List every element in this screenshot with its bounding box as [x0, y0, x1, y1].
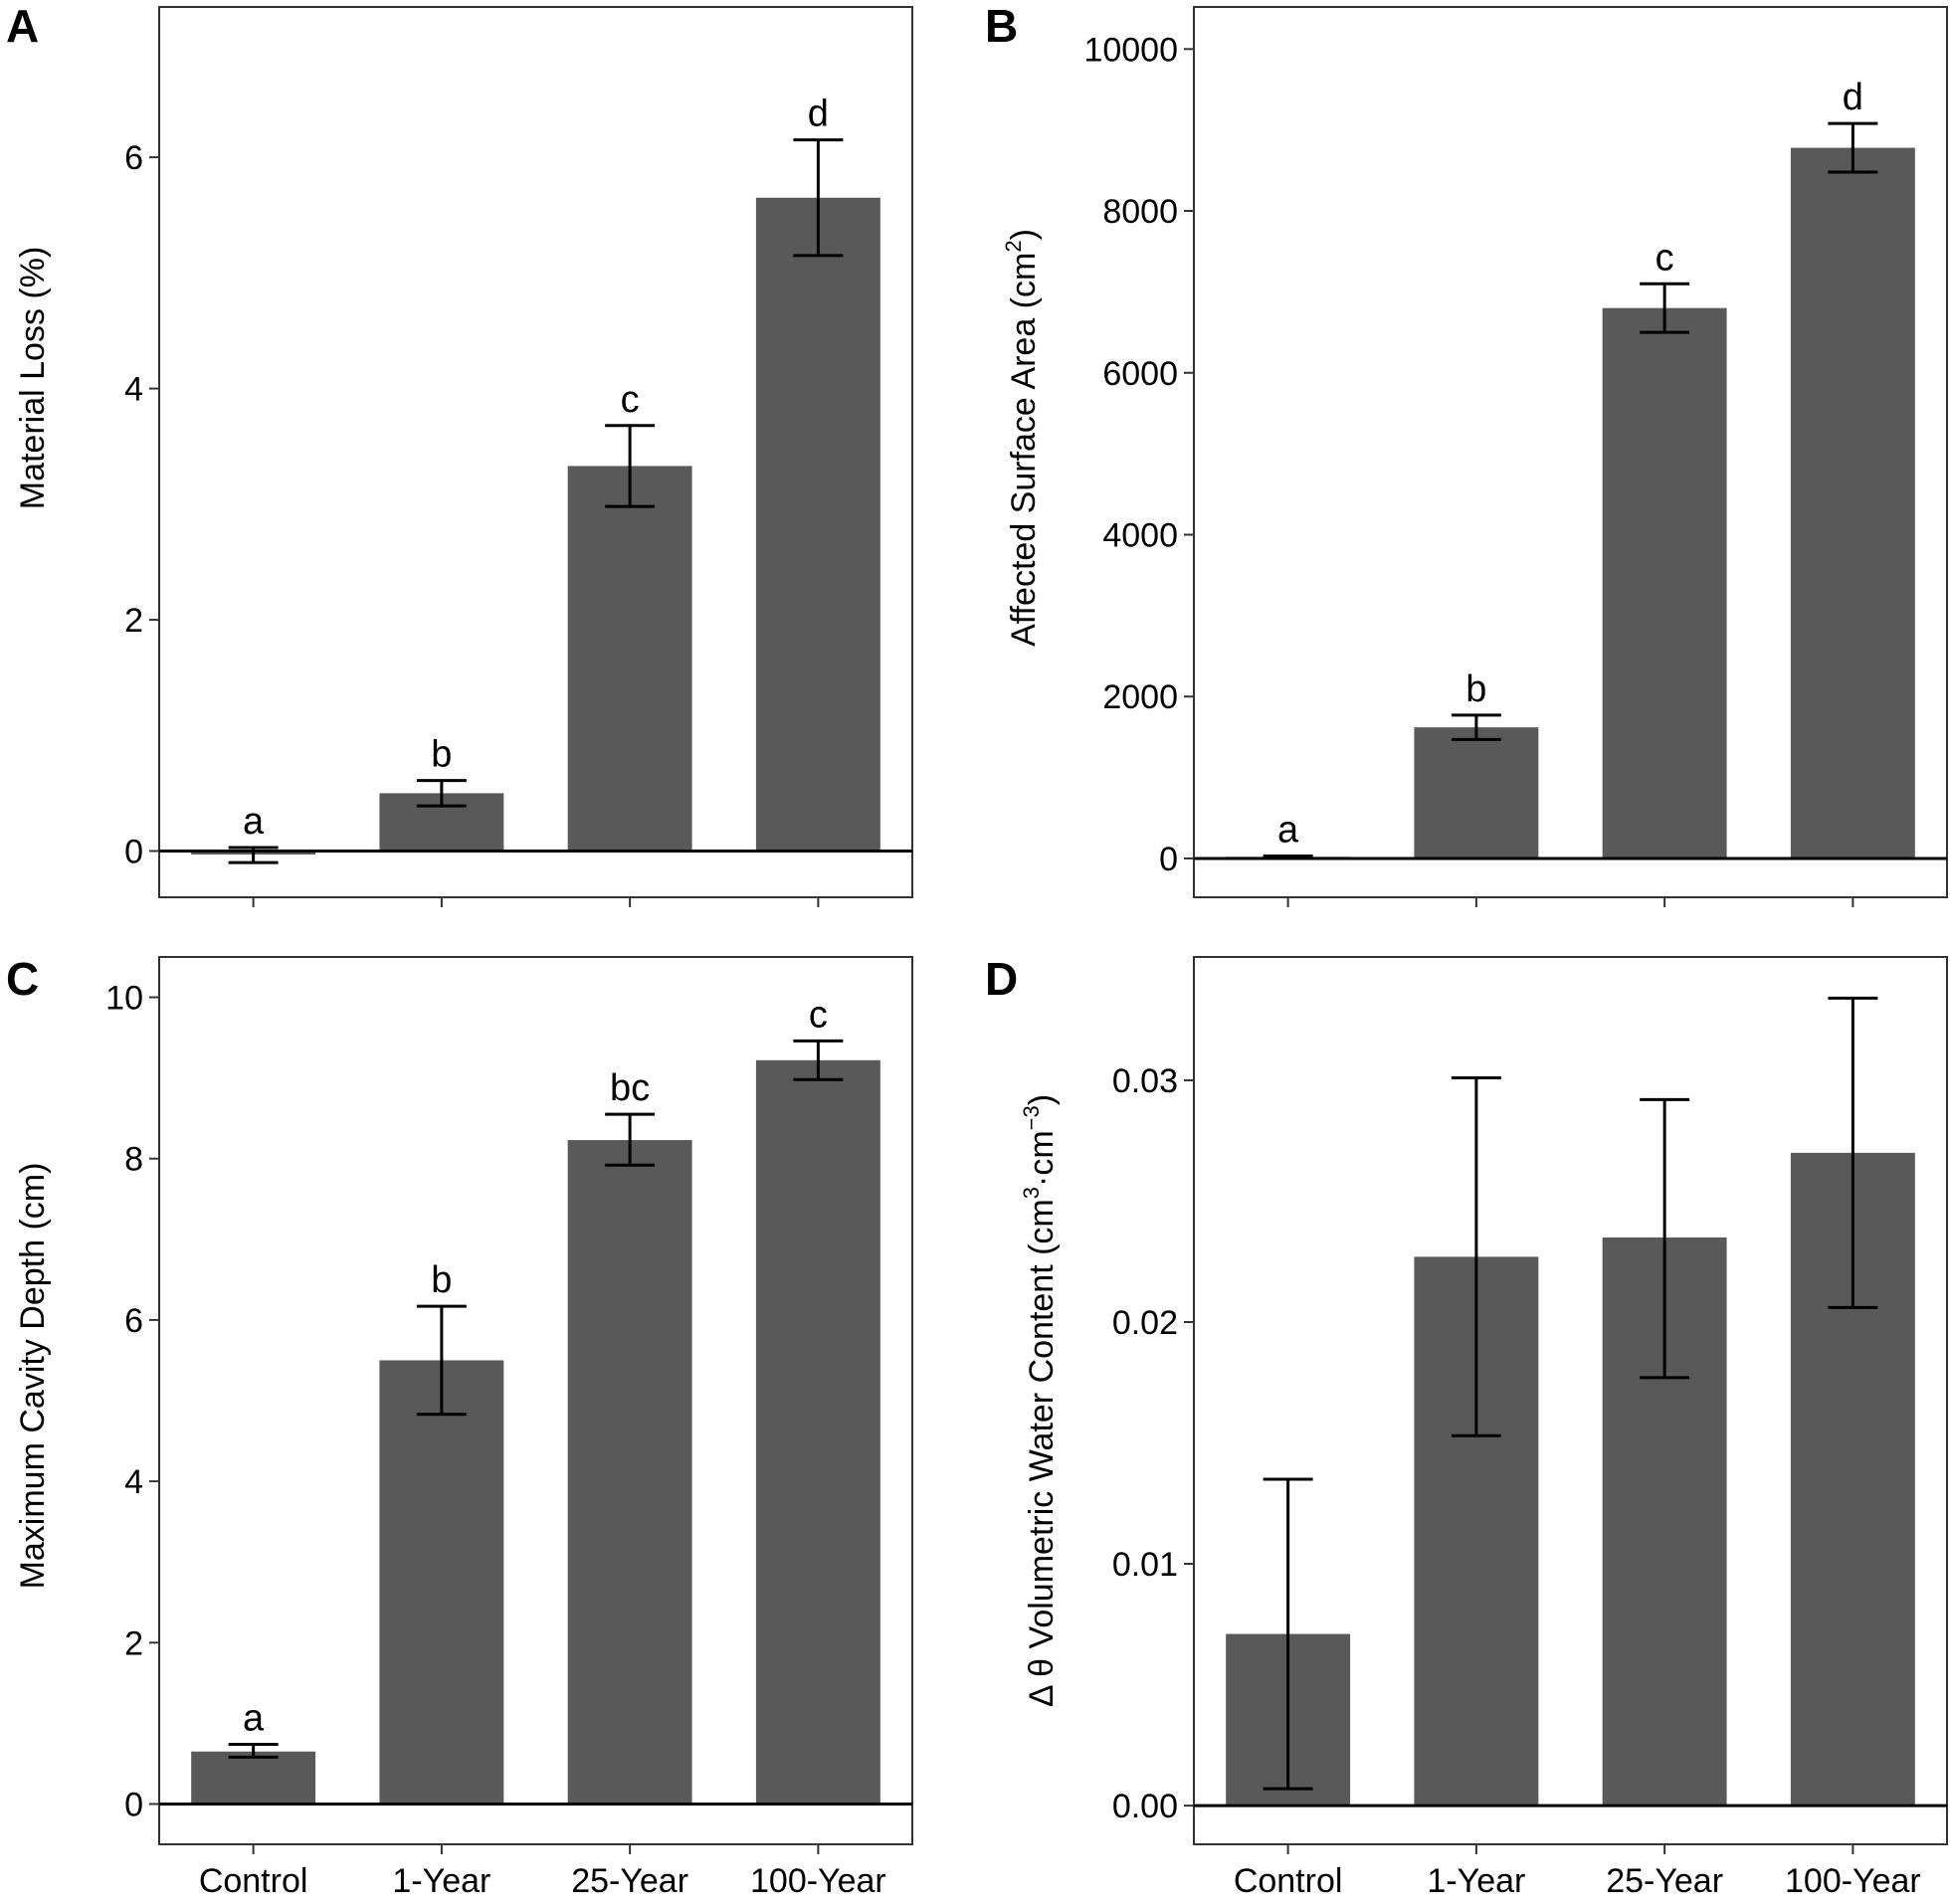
- panel-b-marks: 0 2000 4000 6000 8000 10000 a b c d: [1083, 31, 1947, 907]
- panel-a-errorbar-1: [416, 779, 467, 808]
- panel-c: C Maximum Cavity Depth (cm) 0 2 4 6 8 10 a b bc c…: [6, 953, 913, 1900]
- panel-b-sig-letter-0: a: [1277, 810, 1299, 852]
- panel-a-letter: A: [6, 0, 39, 52]
- panel-b-ytick-label-2: 4000: [1102, 516, 1178, 554]
- panel-d-errorbar-0: [1263, 1477, 1313, 1791]
- panel-a-sig-letter-0: a: [243, 801, 265, 843]
- panel-d-ylabel-sup2: −3: [1019, 1105, 1044, 1130]
- panel-c-xtick-label-0: Control: [199, 1862, 308, 1900]
- panel-d-ylabel-end: ): [1023, 1094, 1061, 1105]
- panel-c-marks: 0 2 4 6 8 10 a b bc c Control 1-Year 25-Year 100-Year: [105, 980, 912, 1900]
- panel-c-sig-letter-2: bc: [610, 1067, 650, 1109]
- panel-b-ylabel: Affected Surface Area (cm2): [1001, 229, 1043, 647]
- panel-b-sig-letter-3: d: [1843, 77, 1863, 118]
- panel-d-letter: D: [985, 953, 1018, 1005]
- panel-d-errorbar-3: [1828, 996, 1878, 1309]
- panel-c-sig-letter-1: b: [431, 1259, 452, 1301]
- panel-a-marks: 0 2 4 6 a b c d: [124, 94, 912, 907]
- panel-a-errorbar-3: [793, 138, 844, 258]
- panel-b-errorbar-0: [1263, 855, 1313, 859]
- panel-d-frame: [1193, 956, 1948, 1845]
- panel-c-errorbar-2: [605, 1112, 656, 1167]
- panel-d-ylabel: Δ θ Volumetric Water Content (cm3·cm−3): [1019, 1094, 1061, 1707]
- panel-d-errorbar-2: [1640, 1097, 1690, 1380]
- panel-b-ytick-label-3: 6000: [1102, 355, 1178, 393]
- panel-d-xtick-label-1: 1-Year: [1427, 1862, 1525, 1900]
- panel-b-ytick-label-4: 8000: [1102, 193, 1178, 231]
- panel-b-errorbar-1: [1451, 713, 1501, 741]
- panel-b-ylabel-sup: 2: [1001, 240, 1026, 252]
- panel-c-errorbar-1: [416, 1304, 467, 1417]
- panel-b-frame: [1193, 6, 1948, 898]
- panel-c-xtick-label-3: 100-Year: [750, 1862, 886, 1900]
- panel-c-ytick-label-2: 4: [124, 1463, 143, 1501]
- panel-b-errorbar-3: [1828, 121, 1878, 174]
- panel-d-marks: 0.00 0.01 0.02 0.03 Control 1-Year 25-Year 100-…: [1112, 996, 1947, 1900]
- panel-d-xtick-label-0: Control: [1234, 1862, 1343, 1900]
- panel-a-ytick-label-2: 4: [124, 371, 143, 409]
- panel-d-ytick-label-0: 0.00: [1112, 1788, 1178, 1825]
- panel-b-letter: B: [985, 0, 1018, 52]
- panel-d-errorbar-1: [1451, 1076, 1501, 1437]
- panel-c-bar-0: [191, 1751, 316, 1805]
- panel-a-sig-letter-3: d: [808, 94, 829, 135]
- panel-c-ylabel: Maximum Cavity Depth (cm): [14, 1163, 52, 1590]
- panel-d-ylabel-mid: ·cm: [1023, 1130, 1061, 1187]
- panel-c-errorbar-3: [793, 1039, 844, 1081]
- panel-c-ytick-label-0: 0: [124, 1786, 143, 1823]
- panel-d-ytick-label-1: 0.01: [1112, 1546, 1178, 1584]
- panel-c-xtick-label-2: 25-Year: [571, 1862, 688, 1900]
- panel-d-ylabel-main: Δ θ Volumetric Water Content (cm: [1023, 1199, 1061, 1707]
- panel-d-ytick-label-2: 0.02: [1112, 1304, 1178, 1342]
- panel-b-ytick-label-5: 10000: [1083, 31, 1178, 69]
- panel-b-sig-letter-2: c: [1656, 237, 1674, 279]
- panel-c-ytick-label-5: 10: [105, 980, 143, 1018]
- panel-c-errorbar-0: [228, 1742, 279, 1759]
- panel-b-bar-2: [1602, 307, 1727, 858]
- panel-d-xtick-label-2: 25-Year: [1606, 1862, 1723, 1900]
- panel-c-frame: [158, 956, 913, 1845]
- panel-c-sig-letter-0: a: [243, 1697, 265, 1739]
- panel-a: A Material Loss (%) 0 2 4 6 a b c d: [6, 0, 913, 907]
- panel-c-bar-1: [379, 1360, 504, 1805]
- panel-a-ytick-label-1: 2: [124, 602, 143, 640]
- panel-d: D Δ θ Volumetric Water Content (cm3·cm−3…: [985, 953, 1948, 1900]
- panel-a-ytick-label-3: 6: [124, 139, 143, 177]
- panel-b-errorbar-2: [1640, 282, 1690, 334]
- panel-b-bar-3: [1790, 147, 1915, 858]
- panel-c-bar-3: [755, 1059, 880, 1805]
- panel-b-ylabel-end: ): [1005, 229, 1043, 240]
- panel-a-bar-2: [567, 466, 692, 852]
- panel-c-ytick-label-4: 8: [124, 1141, 143, 1179]
- panel-b: B Affected Surface Area (cm2) 0 2000 4000 6…: [985, 0, 1948, 907]
- panel-b-ytick-label-1: 2000: [1102, 678, 1178, 716]
- panel-c-xtick-label-1: 1-Year: [392, 1862, 490, 1900]
- panel-c-sig-letter-3: c: [809, 994, 828, 1036]
- panel-a-frame: [158, 6, 913, 898]
- panel-c-ytick-label-1: 2: [124, 1624, 143, 1662]
- panel-c-bar-2: [567, 1140, 692, 1805]
- panel-a-errorbar-2: [605, 424, 656, 508]
- panel-b-ytick-label-0: 0: [1159, 841, 1178, 878]
- panel-a-ylabel: Material Loss (%): [14, 247, 52, 510]
- panel-c-ytick-label-3: 6: [124, 1302, 143, 1340]
- panel-b-bar-1: [1414, 727, 1539, 858]
- panel-b-ylabel-main: Affected Surface Area (cm: [1005, 253, 1043, 647]
- panel-c-letter: C: [6, 953, 39, 1005]
- panel-a-ytick-label-0: 0: [124, 834, 143, 871]
- panel-a-bar-3: [755, 197, 880, 852]
- panel-b-sig-letter-1: b: [1465, 668, 1486, 710]
- panel-d-ytick-label-3: 0.03: [1112, 1062, 1178, 1100]
- panel-d-ylabel-sup: 3: [1019, 1187, 1044, 1199]
- panel-a-sig-letter-2: c: [621, 379, 640, 421]
- panel-a-sig-letter-1: b: [431, 734, 452, 776]
- panel-a-errorbar-0: [228, 846, 279, 864]
- panel-d-xtick-label-3: 100-Year: [1785, 1862, 1921, 1900]
